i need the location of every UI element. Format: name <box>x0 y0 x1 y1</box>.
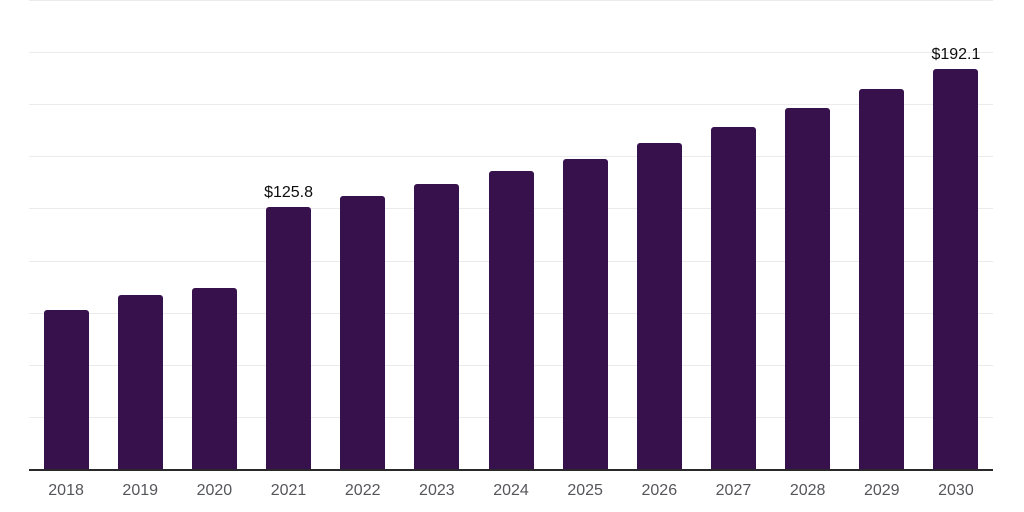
plot-area: $125.8 $192.1 <box>29 0 993 471</box>
x-tick-label-2026: 2026 <box>641 482 678 499</box>
bar-2021[interactable] <box>266 206 312 469</box>
bar-2020[interactable] <box>191 287 237 469</box>
data-label-2030: $192.1 <box>931 45 981 63</box>
y-gridline <box>29 104 993 106</box>
x-tick-label-2019: 2019 <box>122 482 159 499</box>
bar-2018[interactable] <box>43 309 89 469</box>
x-tick-label-2029: 2029 <box>863 482 900 499</box>
y-gridline <box>29 52 993 54</box>
bar-2028[interactable] <box>785 108 831 469</box>
x-tick-label-2024: 2024 <box>493 482 529 499</box>
bar-2023[interactable] <box>414 184 460 469</box>
x-tick-label-2020: 2020 <box>196 482 233 499</box>
bar-2030[interactable] <box>933 68 979 469</box>
y-gridline <box>29 0 993 1</box>
x-tick-label-2023: 2023 <box>419 482 455 499</box>
x-tick-label-2028: 2028 <box>789 482 826 499</box>
x-tick-label-2025: 2025 <box>567 482 603 499</box>
x-tick-label-2027: 2027 <box>715 482 752 499</box>
bar-2019[interactable] <box>117 294 163 469</box>
x-tick-label-2030: 2030 <box>938 482 974 499</box>
bar-2022[interactable] <box>340 196 386 469</box>
x-tick-label-2018: 2018 <box>48 482 84 499</box>
bar-2025[interactable] <box>562 158 608 469</box>
x-tick-label-2022: 2022 <box>344 482 381 499</box>
bar-2029[interactable] <box>859 89 905 469</box>
bar-2027[interactable] <box>710 126 756 469</box>
data-label-2021: $125.8 <box>264 183 313 201</box>
y-gridline <box>29 156 993 158</box>
bar-2026[interactable] <box>636 142 682 469</box>
x-tick-label-2021: 2021 <box>270 482 307 499</box>
x-axis-line <box>29 469 993 471</box>
bar-2024[interactable] <box>488 171 534 469</box>
